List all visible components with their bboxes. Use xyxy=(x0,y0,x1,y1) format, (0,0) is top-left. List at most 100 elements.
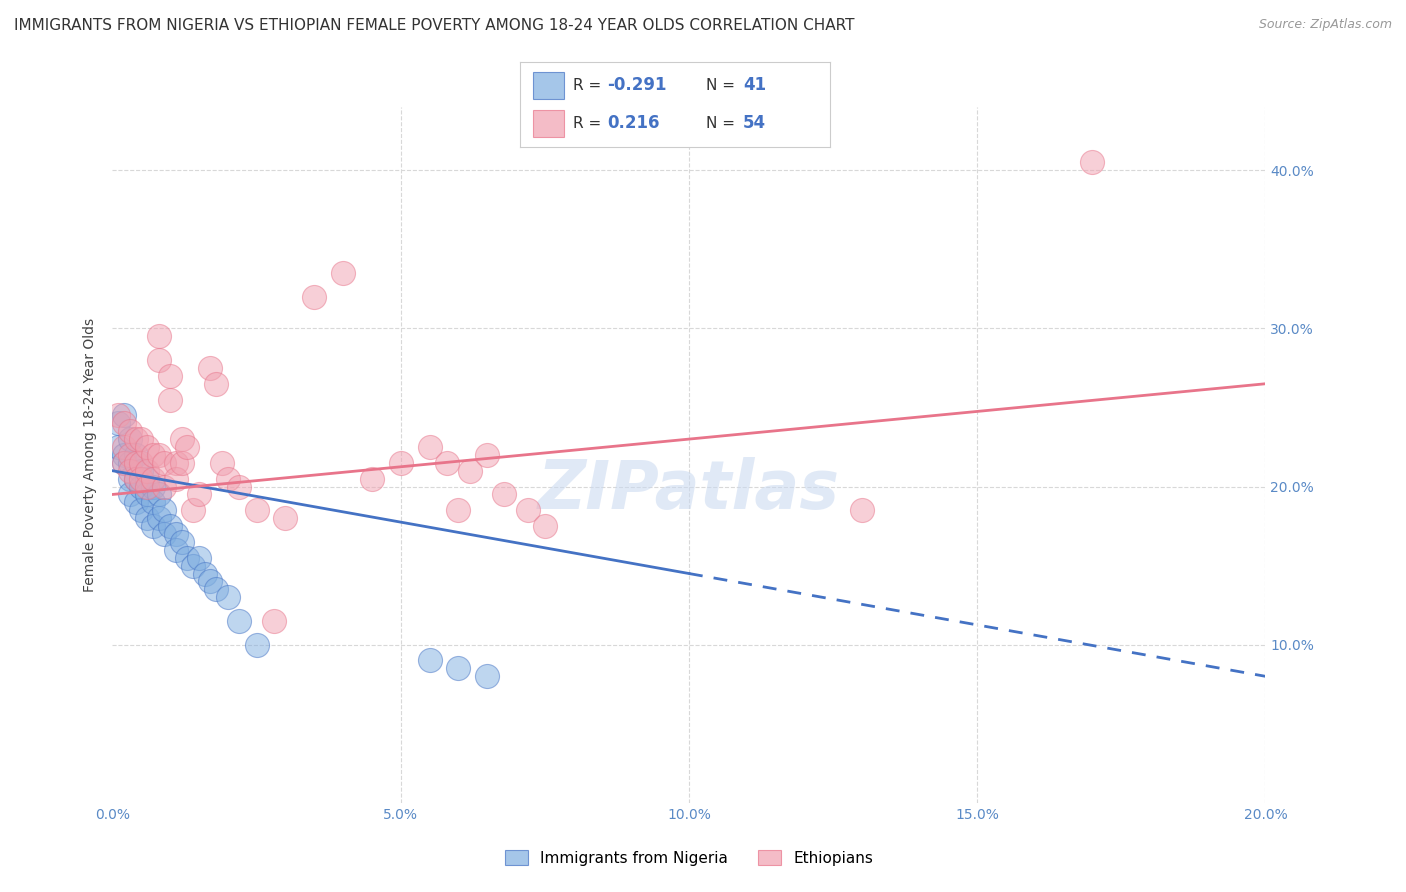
Point xyxy=(136,487,159,501)
Point xyxy=(112,456,135,470)
Point xyxy=(200,360,222,375)
Point xyxy=(129,456,153,470)
Text: IMMIGRANTS FROM NIGERIA VS ETHIOPIAN FEMALE POVERTY AMONG 18-24 YEAR OLDS CORREL: IMMIGRANTS FROM NIGERIA VS ETHIOPIAN FEM… xyxy=(14,18,855,33)
Point xyxy=(136,464,159,478)
Point xyxy=(245,638,267,652)
Point xyxy=(181,558,204,573)
Point xyxy=(124,448,146,462)
Point xyxy=(118,456,141,470)
Point xyxy=(159,392,181,407)
Text: ZIPatlas: ZIPatlas xyxy=(538,457,839,523)
Point xyxy=(188,487,211,501)
Point xyxy=(200,574,222,589)
Point xyxy=(205,376,228,391)
Point xyxy=(263,614,285,628)
Point xyxy=(136,479,159,493)
Point xyxy=(194,566,217,581)
Point xyxy=(153,527,176,541)
Point xyxy=(447,503,470,517)
Point xyxy=(112,448,135,462)
Point xyxy=(107,417,129,431)
Point xyxy=(118,432,141,446)
Point xyxy=(447,661,470,675)
Point xyxy=(129,464,153,478)
Point xyxy=(112,409,135,423)
Point xyxy=(217,472,239,486)
Point xyxy=(118,424,141,438)
Point xyxy=(165,472,187,486)
Point xyxy=(170,534,193,549)
Point xyxy=(107,440,129,454)
Text: R =: R = xyxy=(572,78,606,93)
Point xyxy=(129,472,153,486)
Point xyxy=(148,448,170,462)
Point xyxy=(475,669,498,683)
Point xyxy=(228,479,250,493)
Point xyxy=(419,440,441,454)
Point xyxy=(142,479,165,493)
Legend: Immigrants from Nigeria, Ethiopians: Immigrants from Nigeria, Ethiopians xyxy=(499,844,879,871)
Text: -0.291: -0.291 xyxy=(607,77,666,95)
Point xyxy=(118,464,141,478)
Point xyxy=(165,456,187,470)
Point xyxy=(112,456,135,470)
Point xyxy=(304,290,326,304)
Point xyxy=(458,464,481,478)
Point xyxy=(245,503,267,517)
Point xyxy=(148,353,170,368)
Point xyxy=(165,542,187,557)
Point xyxy=(153,503,176,517)
Bar xyxy=(533,71,564,99)
Text: 54: 54 xyxy=(742,114,766,132)
Point xyxy=(136,440,159,454)
Point xyxy=(124,432,146,446)
Point xyxy=(516,503,538,517)
Text: 41: 41 xyxy=(742,77,766,95)
Text: 0.216: 0.216 xyxy=(607,114,659,132)
Point xyxy=(124,456,146,470)
Point xyxy=(118,448,141,462)
Point xyxy=(129,432,153,446)
Point xyxy=(153,456,176,470)
Point xyxy=(533,519,555,533)
Point xyxy=(124,495,146,509)
Y-axis label: Female Poverty Among 18-24 Year Olds: Female Poverty Among 18-24 Year Olds xyxy=(83,318,97,592)
Point xyxy=(153,479,176,493)
Point xyxy=(159,368,181,383)
Point xyxy=(360,472,382,486)
Text: R =: R = xyxy=(572,116,606,131)
Point xyxy=(332,266,354,280)
Point xyxy=(142,519,165,533)
Point xyxy=(170,456,193,470)
Point xyxy=(389,456,412,470)
Point xyxy=(188,550,211,565)
Point xyxy=(142,495,165,509)
Point xyxy=(129,503,153,517)
Point xyxy=(851,503,873,517)
Point xyxy=(142,472,165,486)
Point xyxy=(118,487,141,501)
Point xyxy=(112,440,135,454)
Point xyxy=(176,550,198,565)
Point xyxy=(124,472,146,486)
Point xyxy=(118,472,141,486)
Point xyxy=(494,487,516,501)
Point xyxy=(136,472,159,486)
Point xyxy=(436,456,458,470)
Point xyxy=(142,448,165,462)
Point xyxy=(205,582,228,597)
Point xyxy=(107,409,129,423)
Point xyxy=(159,519,181,533)
Point xyxy=(419,653,441,667)
Point xyxy=(129,479,153,493)
Point xyxy=(1081,155,1104,169)
Point xyxy=(475,448,498,462)
Point xyxy=(136,511,159,525)
Point xyxy=(217,591,239,605)
Text: N =: N = xyxy=(706,78,740,93)
Point xyxy=(211,456,233,470)
Point xyxy=(148,511,170,525)
Point xyxy=(274,511,297,525)
Text: N =: N = xyxy=(706,116,740,131)
Text: Source: ZipAtlas.com: Source: ZipAtlas.com xyxy=(1258,18,1392,31)
